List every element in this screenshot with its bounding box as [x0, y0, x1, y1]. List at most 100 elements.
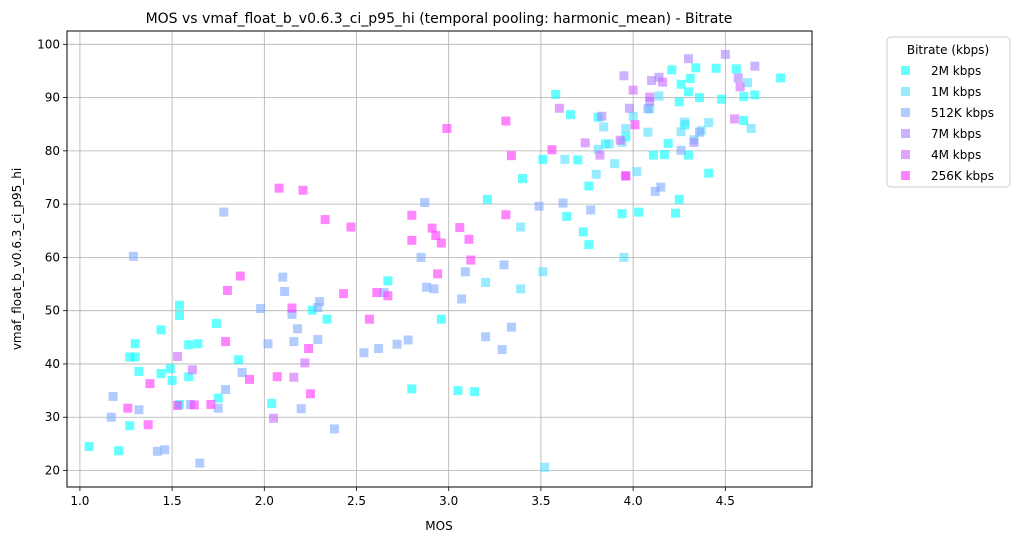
data-point [554, 103, 564, 113]
data-point [632, 167, 642, 177]
data-point [108, 391, 118, 401]
data-point [267, 398, 277, 408]
data-point [173, 400, 183, 410]
legend-label: 2M kbps [931, 64, 981, 78]
data-point [746, 123, 756, 133]
data-point [573, 155, 583, 165]
data-point [221, 337, 231, 347]
data-point [619, 252, 629, 262]
data-point [383, 276, 393, 286]
data-point [750, 90, 760, 100]
data-point [416, 252, 426, 262]
y-tick-label: 20 [45, 463, 60, 477]
y-tick-label: 100 [37, 37, 60, 51]
data-point [296, 404, 306, 414]
data-point [482, 194, 492, 204]
data-point [497, 345, 507, 355]
legend-marker [901, 87, 910, 96]
data-point [189, 400, 199, 410]
data-point [407, 235, 417, 245]
chart-title: MOS vs vmaf_float_b_v0.6.3_ci_p95_hi (te… [146, 11, 733, 27]
data-point [597, 111, 607, 121]
data-point [313, 302, 323, 312]
data-point [407, 384, 417, 394]
data-point [689, 137, 699, 147]
data-point [704, 168, 714, 178]
data-point [742, 78, 752, 88]
data-point [219, 207, 229, 217]
data-point [534, 201, 544, 211]
data-point [650, 186, 660, 196]
data-point [195, 458, 205, 468]
data-point [647, 76, 657, 86]
data-point [648, 150, 658, 160]
data-point [506, 151, 516, 161]
data-point [427, 223, 437, 233]
data-point [538, 267, 548, 277]
legend-label: 1M kbps [931, 85, 981, 99]
data-point [364, 314, 374, 324]
data-point [538, 154, 548, 164]
data-point [604, 139, 614, 149]
data-point [540, 462, 550, 472]
data-point [339, 289, 349, 299]
data-point [221, 385, 231, 395]
data-point [143, 420, 153, 430]
data-point [680, 117, 690, 127]
data-point [237, 367, 247, 377]
data-point [674, 97, 684, 107]
x-tick-label: 3.5 [531, 494, 550, 508]
legend-marker [901, 66, 910, 75]
data-point [643, 127, 653, 137]
data-point [320, 215, 330, 225]
data-point [313, 334, 323, 344]
data-point [516, 284, 526, 294]
data-point [173, 351, 183, 361]
data-point [184, 372, 194, 382]
data-point [551, 89, 561, 99]
data-point [683, 150, 693, 160]
data-point [125, 421, 135, 431]
data-point [84, 442, 94, 452]
x-tick-label: 4.5 [716, 494, 735, 508]
data-point [565, 110, 575, 120]
data-point [403, 335, 413, 345]
data-point [733, 73, 743, 83]
data-point [431, 231, 441, 241]
y-tick-label: 70 [45, 197, 60, 211]
x-tick-label: 2.5 [347, 494, 366, 508]
data-point [433, 269, 443, 279]
data-point [671, 208, 681, 218]
data-point [106, 412, 116, 422]
data-point [634, 207, 644, 217]
data-point [453, 386, 463, 396]
plot-frame [66, 30, 813, 488]
data-point [654, 72, 664, 82]
data-point [372, 288, 382, 298]
y-tick-label: 30 [45, 410, 60, 424]
data-point [359, 348, 369, 358]
data-point [211, 318, 221, 328]
data-point [233, 355, 243, 365]
data-point [562, 211, 572, 221]
data-point [659, 150, 669, 160]
data-point [280, 286, 290, 296]
legend-label: 4M kbps [931, 148, 981, 162]
x-axis-ticks: 1.0 1.5 2.0 2.5 3.0 3.5 4.0 4.5 [70, 487, 735, 508]
data-point [481, 277, 491, 287]
data-point [145, 379, 155, 389]
y-tick-label: 80 [45, 144, 60, 158]
data-point [593, 144, 603, 154]
data-point [460, 267, 470, 277]
data-point [130, 352, 140, 362]
data-point [643, 104, 653, 114]
y-axis-label: vmaf_float_b_v0.6.3_ci_p95_hi [10, 168, 24, 350]
data-point [304, 343, 314, 353]
data-point [599, 122, 609, 132]
legend-items: 2M kbps 1M kbps 512K kbps 7M kbps 4M kbps 256… [901, 64, 994, 183]
data-point [206, 399, 216, 409]
data-point [656, 182, 666, 192]
data-point [272, 372, 282, 382]
data-point [293, 324, 303, 334]
legend-label: 7M kbps [931, 127, 981, 141]
